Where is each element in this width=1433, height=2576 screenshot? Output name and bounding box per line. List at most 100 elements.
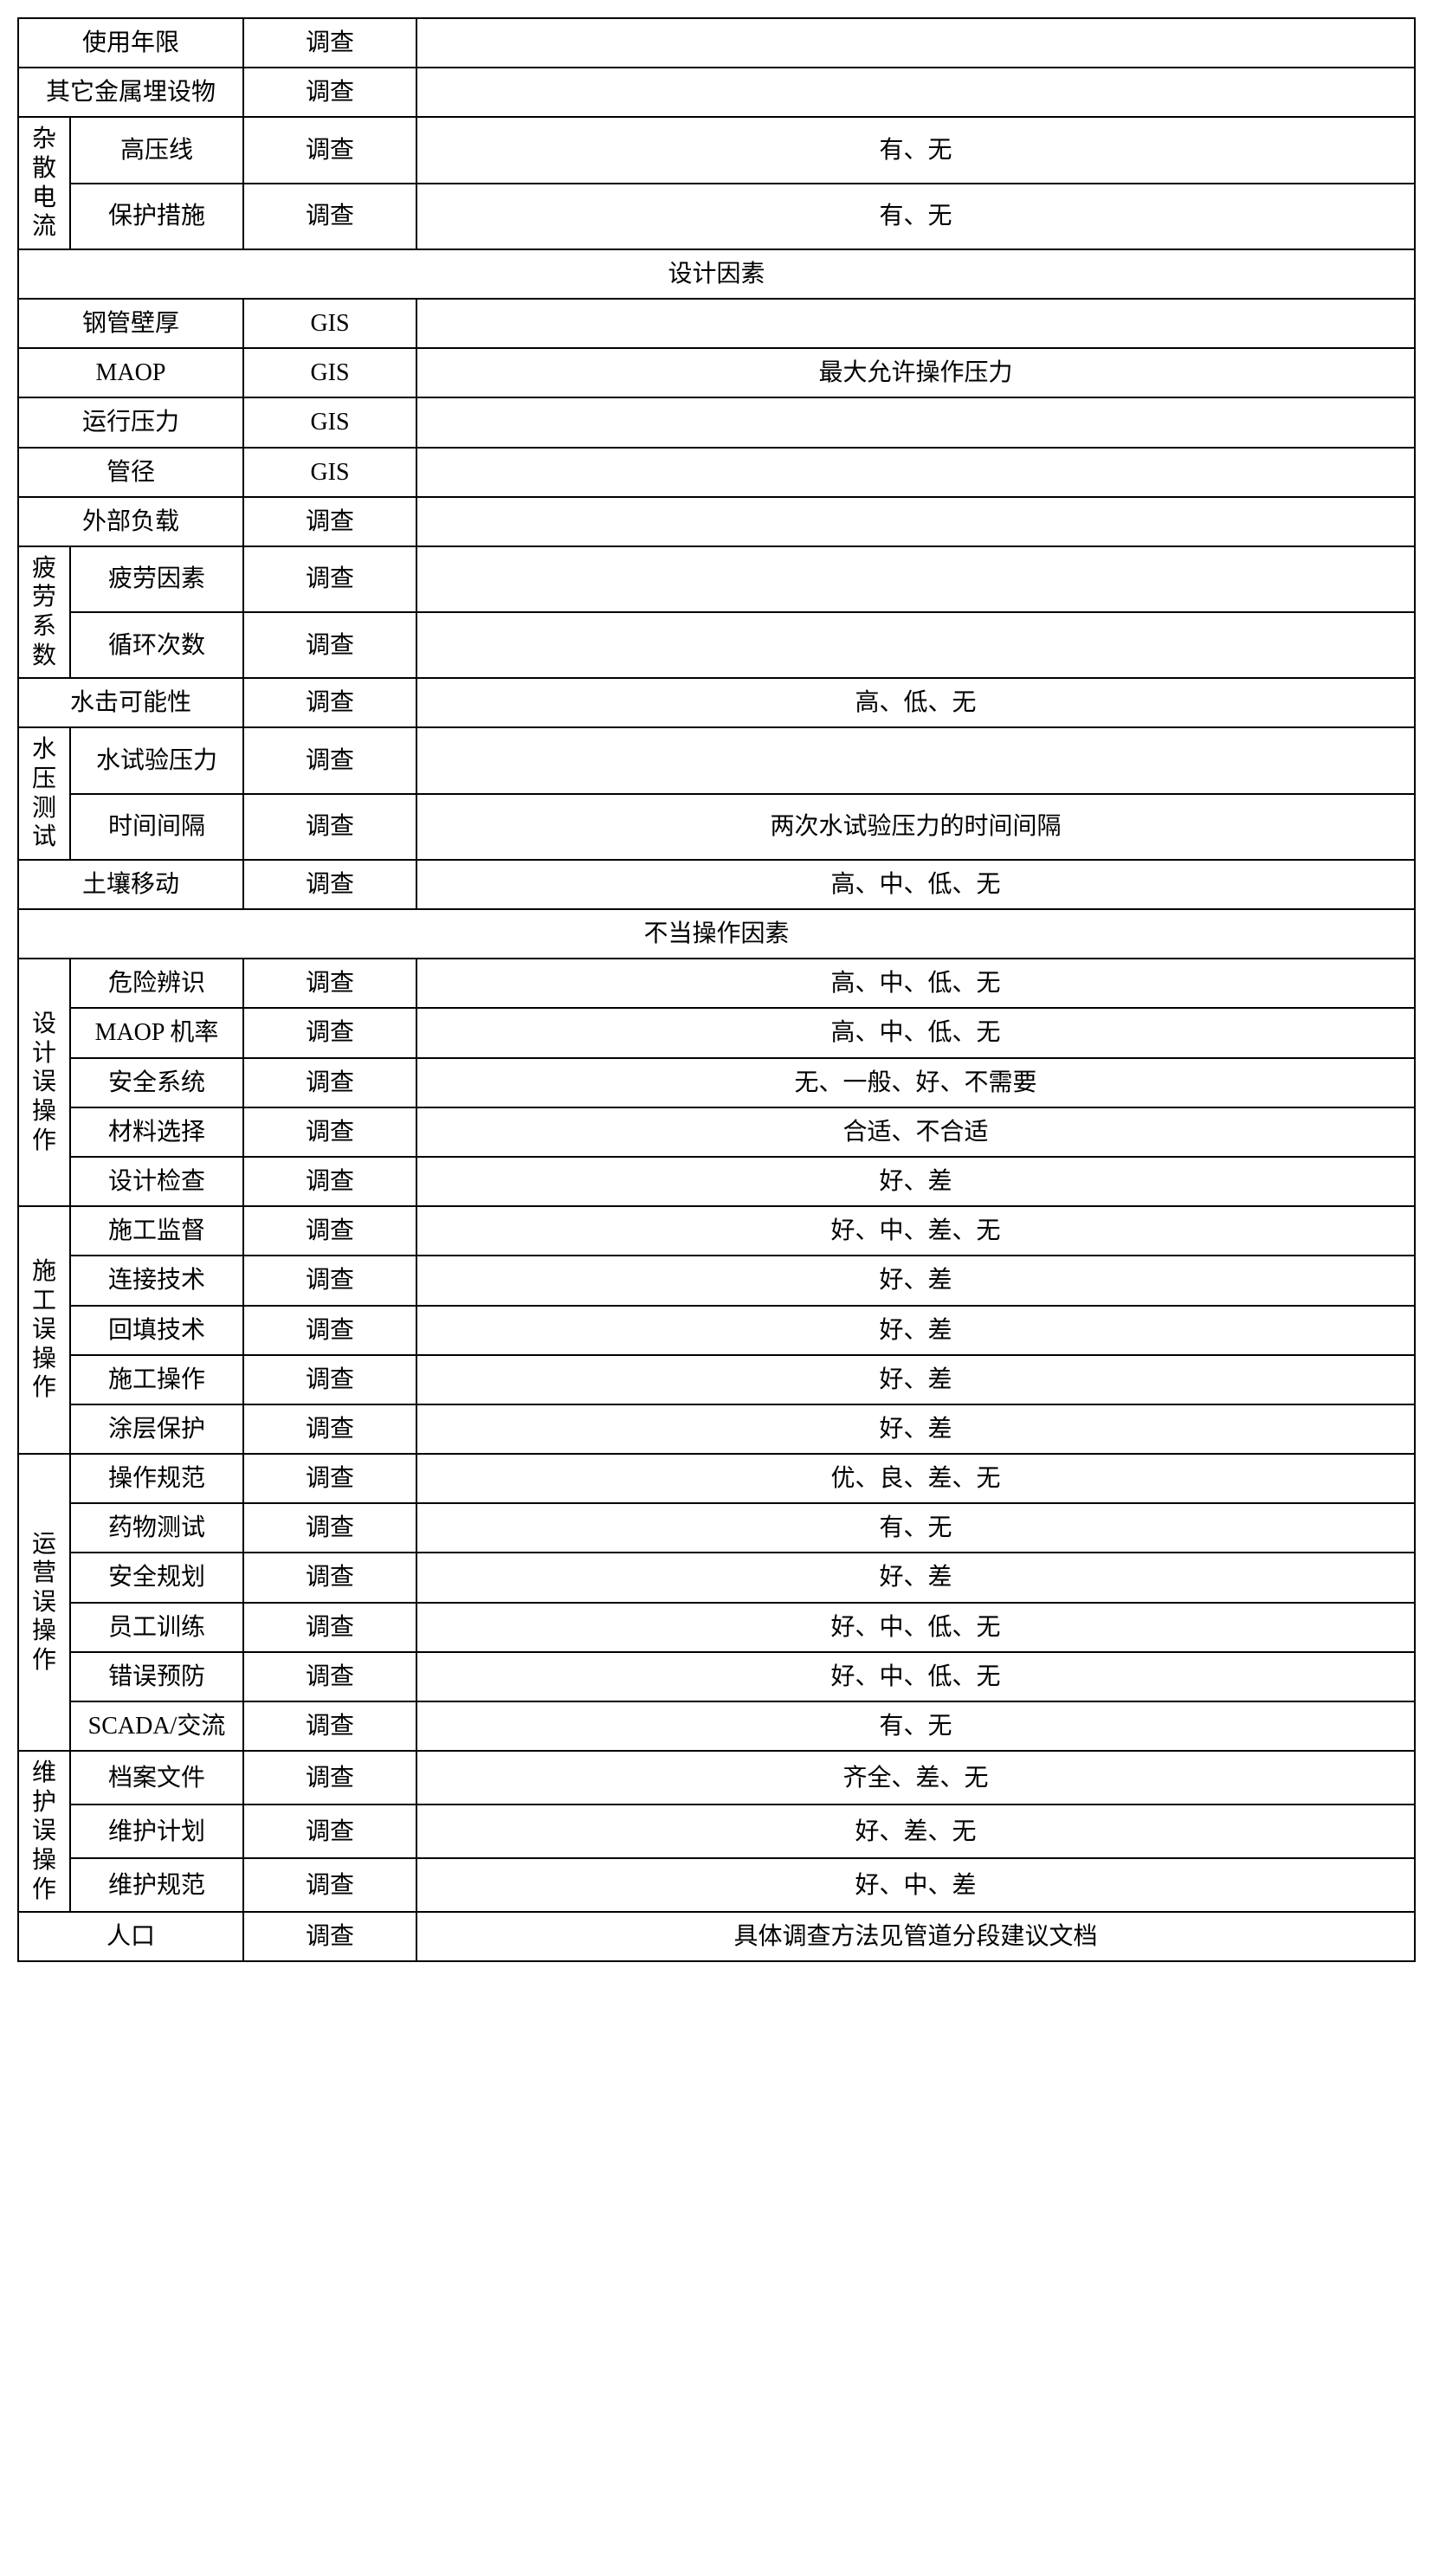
item-label: 外部负载	[18, 497, 243, 546]
data-table: 使用年限调查其它金属埋设物调查杂散电流高压线调查有、无保护措施调查有、无设计因素…	[17, 17, 1416, 1962]
item-label: 其它金属埋设物	[18, 68, 243, 117]
description-label: 有、无	[416, 184, 1415, 249]
description-label: 合适、不合适	[416, 1107, 1415, 1157]
method-label: 调查	[243, 1404, 416, 1454]
item-label: 施工操作	[70, 1355, 243, 1404]
item-label: 回填技术	[70, 1306, 243, 1355]
description-label: 好、中、低、无	[416, 1603, 1415, 1652]
item-label: 施工监督	[70, 1206, 243, 1256]
item-label: 保护措施	[70, 184, 243, 249]
description-label: 高、中、低、无	[416, 860, 1415, 909]
method-label: 调查	[243, 1206, 416, 1256]
method-label: 调查	[243, 1652, 416, 1701]
method-label: GIS	[243, 397, 416, 447]
description-label: 好、中、差	[416, 1858, 1415, 1912]
item-label: 涂层保护	[70, 1404, 243, 1454]
item-label: MAOP	[18, 348, 243, 397]
method-label: 调查	[243, 1157, 416, 1206]
method-label: 调查	[243, 1107, 416, 1157]
method-label: 调查	[243, 68, 416, 117]
description-label: 好、差	[416, 1404, 1415, 1454]
item-label: SCADA/交流	[70, 1701, 243, 1751]
description-label: 好、差	[416, 1553, 1415, 1602]
item-label: 连接技术	[70, 1256, 243, 1305]
item-label: 循环次数	[70, 612, 243, 678]
method-label: 调查	[243, 1355, 416, 1404]
item-label: 错误预防	[70, 1652, 243, 1701]
item-label: 高压线	[70, 117, 243, 183]
method-label: 调查	[243, 794, 416, 860]
item-label: 钢管壁厚	[18, 299, 243, 348]
group-label: 运营误操作	[18, 1454, 70, 1751]
method-label: 调查	[243, 1553, 416, 1602]
description-label: 优、良、差、无	[416, 1454, 1415, 1503]
description-label: 有、无	[416, 1503, 1415, 1553]
method-label: 调查	[243, 497, 416, 546]
method-label: 调查	[243, 612, 416, 678]
description-label: 高、低、无	[416, 678, 1415, 727]
description-label	[416, 612, 1415, 678]
item-label: 水试验压力	[70, 727, 243, 793]
item-label: 安全规划	[70, 1553, 243, 1602]
description-label: 好、差	[416, 1157, 1415, 1206]
item-label: 使用年限	[18, 18, 243, 68]
item-label: 安全系统	[70, 1058, 243, 1107]
method-label: 调查	[243, 1858, 416, 1912]
item-label: 维护计划	[70, 1804, 243, 1858]
description-label: 好、差	[416, 1306, 1415, 1355]
group-label: 疲劳系数	[18, 546, 70, 678]
description-label: 具体调查方法见管道分段建议文档	[416, 1912, 1415, 1961]
method-label: 调查	[243, 1454, 416, 1503]
group-label: 施工误操作	[18, 1206, 70, 1454]
item-label: 危险辨识	[70, 959, 243, 1008]
item-label: 操作规范	[70, 1454, 243, 1503]
description-label: 好、差、无	[416, 1804, 1415, 1858]
section-header: 不当操作因素	[18, 909, 1415, 959]
description-label: 好、差	[416, 1256, 1415, 1305]
method-label: 调查	[243, 1701, 416, 1751]
item-label: 材料选择	[70, 1107, 243, 1157]
item-label: 人口	[18, 1912, 243, 1961]
description-label: 好、中、差、无	[416, 1206, 1415, 1256]
description-label	[416, 18, 1415, 68]
description-label: 两次水试验压力的时间间隔	[416, 794, 1415, 860]
method-label: 调查	[243, 1256, 416, 1305]
description-label: 有、无	[416, 117, 1415, 183]
method-label: GIS	[243, 299, 416, 348]
method-label: GIS	[243, 448, 416, 497]
description-label	[416, 397, 1415, 447]
description-label	[416, 497, 1415, 546]
item-label: 设计检查	[70, 1157, 243, 1206]
item-label: MAOP 机率	[70, 1008, 243, 1057]
method-label: 调查	[243, 1804, 416, 1858]
item-label: 运行压力	[18, 397, 243, 447]
method-label: 调查	[243, 1603, 416, 1652]
method-label: 调查	[243, 1751, 416, 1804]
group-label: 设计误操作	[18, 959, 70, 1206]
description-label: 高、中、低、无	[416, 959, 1415, 1008]
item-label: 时间间隔	[70, 794, 243, 860]
method-label: 调查	[243, 959, 416, 1008]
item-label: 水击可能性	[18, 678, 243, 727]
method-label: 调查	[243, 1912, 416, 1961]
description-label	[416, 68, 1415, 117]
method-label: 调查	[243, 860, 416, 909]
method-label: GIS	[243, 348, 416, 397]
item-label: 管径	[18, 448, 243, 497]
group-label: 杂散电流	[18, 117, 70, 249]
section-header: 设计因素	[18, 249, 1415, 299]
description-label	[416, 448, 1415, 497]
method-label: 调查	[243, 1503, 416, 1553]
method-label: 调查	[243, 1058, 416, 1107]
description-label: 无、一般、好、不需要	[416, 1058, 1415, 1107]
method-label: 调查	[243, 546, 416, 612]
description-label: 好、中、低、无	[416, 1652, 1415, 1701]
item-label: 档案文件	[70, 1751, 243, 1804]
method-label: 调查	[243, 18, 416, 68]
description-label	[416, 546, 1415, 612]
description-label	[416, 299, 1415, 348]
group-label: 水压测试	[18, 727, 70, 859]
method-label: 调查	[243, 1306, 416, 1355]
item-label: 土壤移动	[18, 860, 243, 909]
item-label: 员工训练	[70, 1603, 243, 1652]
